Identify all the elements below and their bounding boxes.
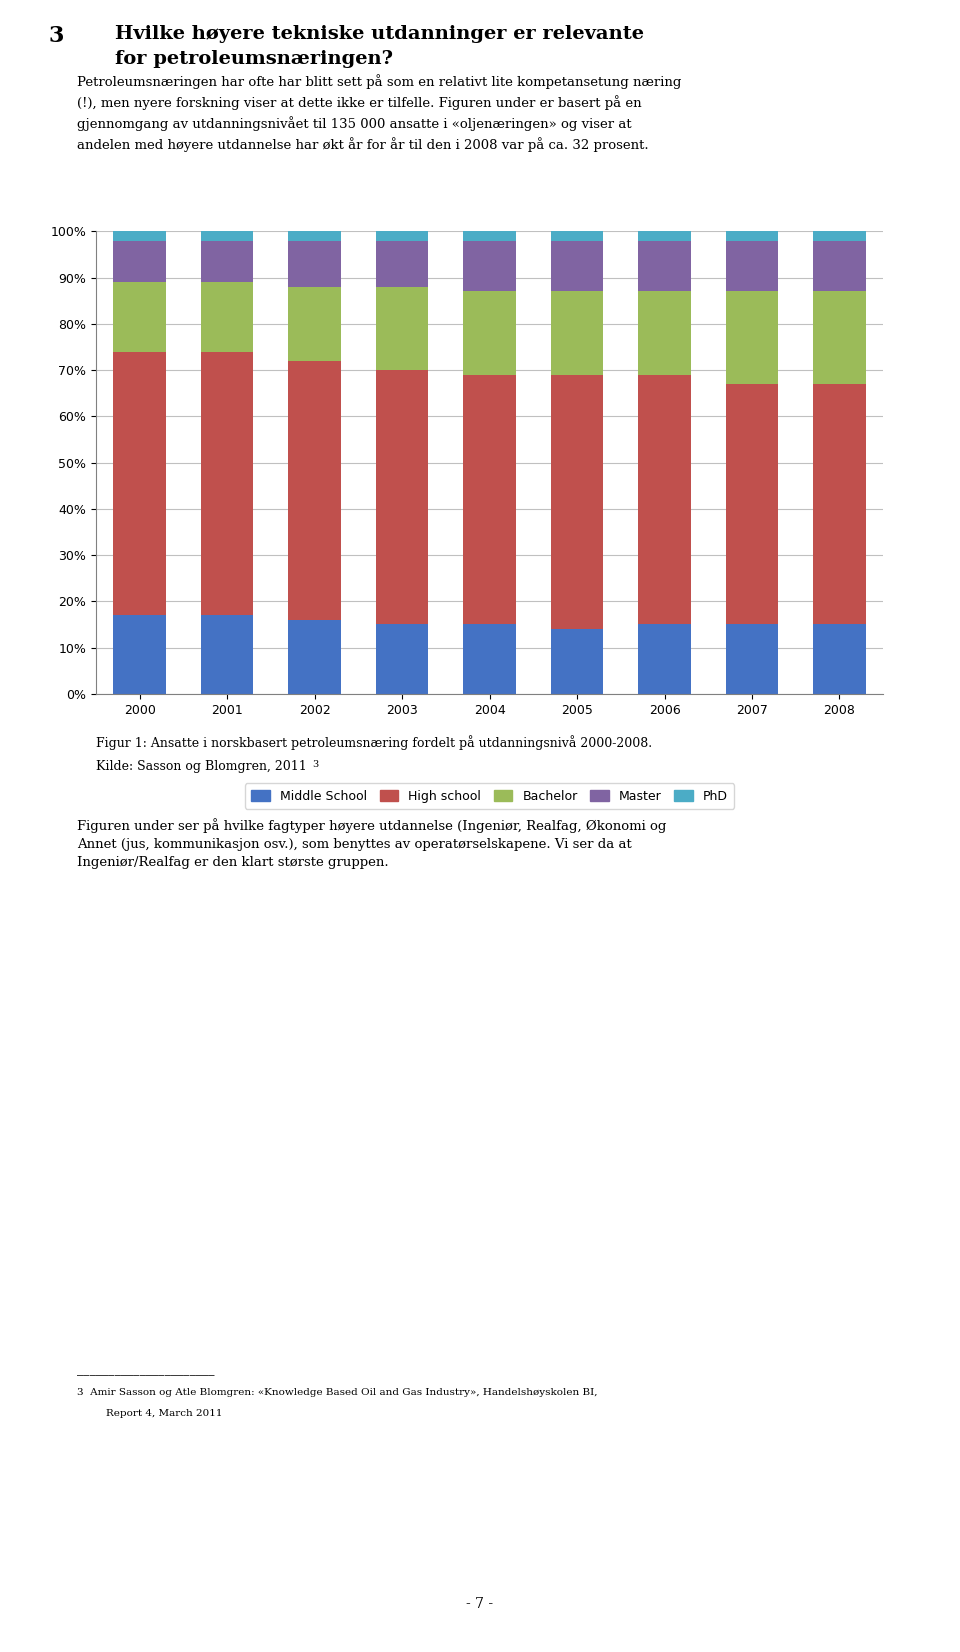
Bar bbox=[464, 291, 516, 375]
Bar bbox=[638, 291, 691, 375]
Bar bbox=[288, 287, 341, 360]
Text: Hvilke høyere tekniske utdanninger er relevante: Hvilke høyere tekniske utdanninger er re… bbox=[115, 25, 644, 43]
Text: Petroleumsnæringen har ofte har blitt sett på som en relativt lite kompetansetun: Petroleumsnæringen har ofte har blitt se… bbox=[77, 74, 682, 152]
Bar bbox=[288, 241, 341, 287]
Legend: Middle School, High school, Bachelor, Master, PhD: Middle School, High school, Bachelor, Ma… bbox=[245, 783, 734, 809]
Bar bbox=[113, 241, 166, 282]
Bar bbox=[551, 241, 603, 291]
Text: Kilde: Sasson og Blomgren, 2011: Kilde: Sasson og Blomgren, 2011 bbox=[96, 760, 307, 773]
Text: - 7 -: - 7 - bbox=[467, 1597, 493, 1611]
Bar bbox=[726, 624, 779, 694]
Bar bbox=[376, 241, 428, 287]
Bar bbox=[201, 615, 253, 694]
Bar bbox=[376, 624, 428, 694]
Bar bbox=[551, 231, 603, 241]
Bar bbox=[201, 352, 253, 615]
Text: 3: 3 bbox=[48, 25, 63, 46]
Bar bbox=[376, 231, 428, 241]
Bar bbox=[201, 241, 253, 282]
Bar bbox=[638, 241, 691, 291]
Bar bbox=[376, 287, 428, 370]
Bar bbox=[813, 231, 866, 241]
Bar bbox=[726, 291, 779, 383]
Text: 3: 3 bbox=[312, 760, 319, 768]
Bar bbox=[551, 629, 603, 694]
Bar bbox=[551, 375, 603, 629]
Text: ______________________: ______________________ bbox=[77, 1363, 214, 1376]
Bar bbox=[113, 352, 166, 615]
Bar bbox=[638, 624, 691, 694]
Bar bbox=[464, 624, 516, 694]
Bar bbox=[201, 282, 253, 352]
Bar bbox=[376, 370, 428, 624]
Bar bbox=[726, 241, 779, 291]
Bar bbox=[813, 241, 866, 291]
Bar bbox=[288, 360, 341, 620]
Bar bbox=[813, 383, 866, 624]
Bar bbox=[464, 241, 516, 291]
Bar bbox=[201, 231, 253, 241]
Bar bbox=[813, 291, 866, 383]
Text: for petroleumsnæringen?: for petroleumsnæringen? bbox=[115, 50, 394, 68]
Bar bbox=[726, 231, 779, 241]
Bar bbox=[813, 624, 866, 694]
Bar bbox=[638, 231, 691, 241]
Text: 3  Amir Sasson og Atle Blomgren: «Knowledge Based Oil and Gas Industry», Handels: 3 Amir Sasson og Atle Blomgren: «Knowled… bbox=[77, 1388, 597, 1396]
Text: Report 4, March 2011: Report 4, March 2011 bbox=[106, 1409, 222, 1417]
Text: Figur 1: Ansatte i norskbasert petroleumsnæring fordelt på utdanningsnivå 2000-2: Figur 1: Ansatte i norskbasert petroleum… bbox=[96, 735, 652, 750]
Bar bbox=[113, 282, 166, 352]
Bar bbox=[726, 383, 779, 624]
Text: Figuren under ser på hvilke fagtyper høyere utdannelse (Ingeniør, Realfag, Økono: Figuren under ser på hvilke fagtyper høy… bbox=[77, 818, 666, 869]
Bar bbox=[464, 231, 516, 241]
Bar bbox=[113, 615, 166, 694]
Bar bbox=[288, 620, 341, 694]
Bar bbox=[288, 231, 341, 241]
Bar bbox=[551, 291, 603, 375]
Bar bbox=[638, 375, 691, 624]
Bar bbox=[113, 231, 166, 241]
Bar bbox=[464, 375, 516, 624]
